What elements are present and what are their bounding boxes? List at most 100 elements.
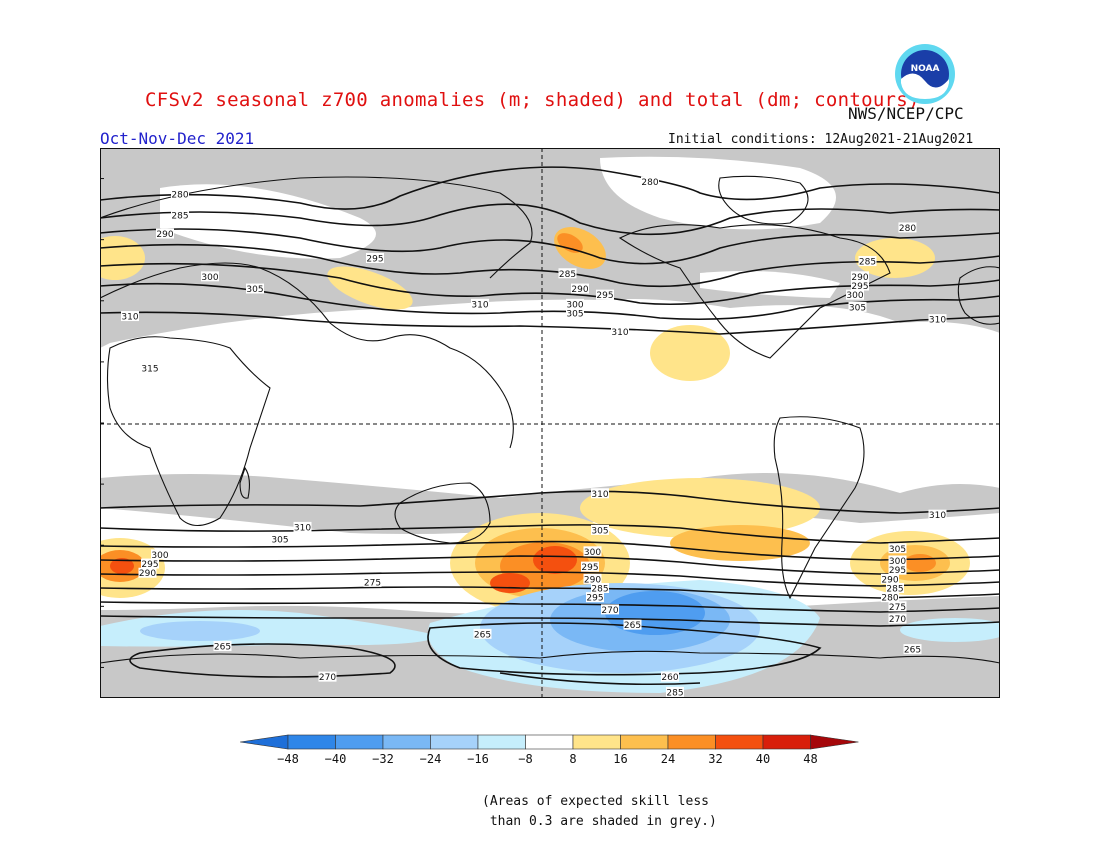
continent-outlines (100, 175, 1000, 664)
latitude-axis: 80N60N40N20NEQ20S40S60S80S (100, 178, 104, 668)
colorbar-segment (525, 734, 574, 750)
noaa-logo: NOAA (895, 44, 955, 104)
contour-label: 310 (928, 314, 947, 326)
contour-label-text: 295 (586, 594, 603, 604)
contour-label-bg (566, 308, 584, 318)
contour-label-bg (881, 592, 899, 603)
contour-label-text: 265 (904, 646, 921, 656)
eurasia-outline (100, 176, 533, 449)
contour-label-text: 265 (214, 643, 231, 653)
contour-label-text: 275 (889, 603, 906, 613)
contour-label: 285 (171, 210, 189, 222)
contour-label-text: 290 (156, 230, 173, 240)
contour-label: 305 (888, 543, 907, 555)
colorbar-segment (477, 734, 526, 750)
madagascar-outline (239, 466, 251, 499)
colorbar-tick-label: −48 (277, 752, 299, 766)
contour-label-bg (271, 534, 289, 545)
contour-label-bg (903, 644, 922, 655)
colorbar-segment (240, 734, 289, 750)
contour-label: 300 (846, 289, 864, 301)
contour-label-bg (846, 289, 864, 300)
contour-label: 290 (881, 573, 899, 585)
contour-label: 310 (293, 521, 312, 533)
contour-label: 280 (641, 176, 659, 188)
colorbar-tick-label: −24 (420, 752, 442, 766)
contour-label: 265 (213, 641, 232, 653)
contour-label: 300 (566, 298, 584, 310)
contour-label: 290 (851, 271, 869, 283)
contour-label: 290 (571, 283, 589, 295)
contour-label-bg (293, 521, 312, 532)
contour-label-text: 295 (366, 255, 383, 265)
contour-label: 295 (596, 289, 614, 301)
antarctica-outline (100, 650, 1000, 664)
initial-conditions-label: Initial conditions: 12Aug2021-21Aug2021 (668, 132, 974, 147)
map-title: CFSv2 seasonal z700 anomalies (m; shaded… (145, 89, 920, 111)
south-america-outline (773, 416, 865, 600)
colorbar-segment (620, 734, 669, 750)
contour-label-text: 310 (591, 490, 608, 500)
contour-label-text: 285 (859, 258, 876, 268)
contour-label-text: 310 (929, 511, 946, 521)
colorbar: −48 −40 −32 −24 −16 −8 8 16 24 32 40 48 (240, 734, 859, 766)
contour-label-bg (363, 576, 382, 587)
contour-label-bg (583, 573, 602, 584)
contour-label: 300 (888, 555, 907, 567)
contour-label-text: 295 (596, 291, 613, 301)
agency-label: NWS/NCEP/CPC (848, 104, 964, 123)
colorbar-segment (572, 734, 621, 750)
contour-label-bg (623, 619, 642, 630)
contour-label: 310 (611, 326, 629, 338)
contour-label-bg (121, 311, 139, 322)
colorbar-segment (715, 734, 764, 750)
colorbar-tick-label: −32 (372, 752, 394, 766)
colorbar-tick-label: −16 (467, 752, 489, 766)
contour-label: 310 (591, 488, 609, 500)
contour-label: 295 (366, 253, 384, 265)
contour-label-text: 305 (271, 536, 288, 546)
europe-outline (957, 266, 1000, 325)
contour-label-text: 310 (611, 328, 628, 338)
contour-label: 310 (471, 298, 489, 310)
contour-label-text: 310 (929, 316, 946, 326)
season-label: Oct-Nov-Dec 2021 (100, 129, 255, 148)
contour-label-bg (881, 573, 899, 584)
contour-label: 305 (848, 301, 867, 313)
contour-label: 265 (903, 644, 922, 656)
north-america-outline (618, 224, 891, 359)
contour-label: 300 (583, 546, 602, 558)
contour-label-text: 270 (601, 606, 618, 616)
contour-label-text: 290 (571, 285, 588, 295)
colorbar-ticks: −48 −40 −32 −24 −16 −8 8 16 24 32 40 48 (277, 752, 818, 766)
contour-label-text: 280 (881, 594, 898, 604)
contour-label: 285 (858, 256, 877, 268)
contour-label-text: 285 (171, 212, 188, 222)
colorbar-segment (430, 734, 479, 750)
colorbar-tick-label: 16 (613, 752, 627, 766)
contour-label-text: 290 (139, 569, 156, 579)
contour-label-text: 280 (641, 178, 658, 188)
contour-label-text: 300 (151, 551, 168, 561)
skill-note: (Areas of expected skill less than 0.3 a… (482, 794, 717, 829)
contour-label: 295 (141, 558, 159, 570)
contour-label-bg (858, 256, 877, 267)
africa-outline (106, 336, 271, 527)
contour-label-text: 305 (591, 526, 608, 536)
contour-label: 295 (888, 564, 907, 576)
colorbar-tick-label: 8 (569, 752, 576, 766)
contour-label-text: 305 (889, 545, 906, 555)
anomaly-map: 80N60N40N20NEQ20S40S60S80S 060E120E18012… (100, 148, 1000, 698)
colorbar-tick-label: 40 (756, 752, 770, 766)
contour-label: 295 (586, 592, 604, 604)
contour-label-text: 295 (581, 563, 598, 573)
contour-label-bg (596, 289, 614, 300)
contour-label-text: 280 (899, 224, 916, 234)
contour-label: 270 (318, 671, 337, 683)
contour-label-bg (898, 222, 917, 233)
contour-label-text: 285 (591, 585, 608, 595)
contour-label-text: 295 (141, 560, 158, 570)
contour-label: 310 (928, 509, 947, 521)
contour-label-text: 295 (889, 566, 906, 576)
colorbar-tick-label: 24 (661, 752, 675, 766)
